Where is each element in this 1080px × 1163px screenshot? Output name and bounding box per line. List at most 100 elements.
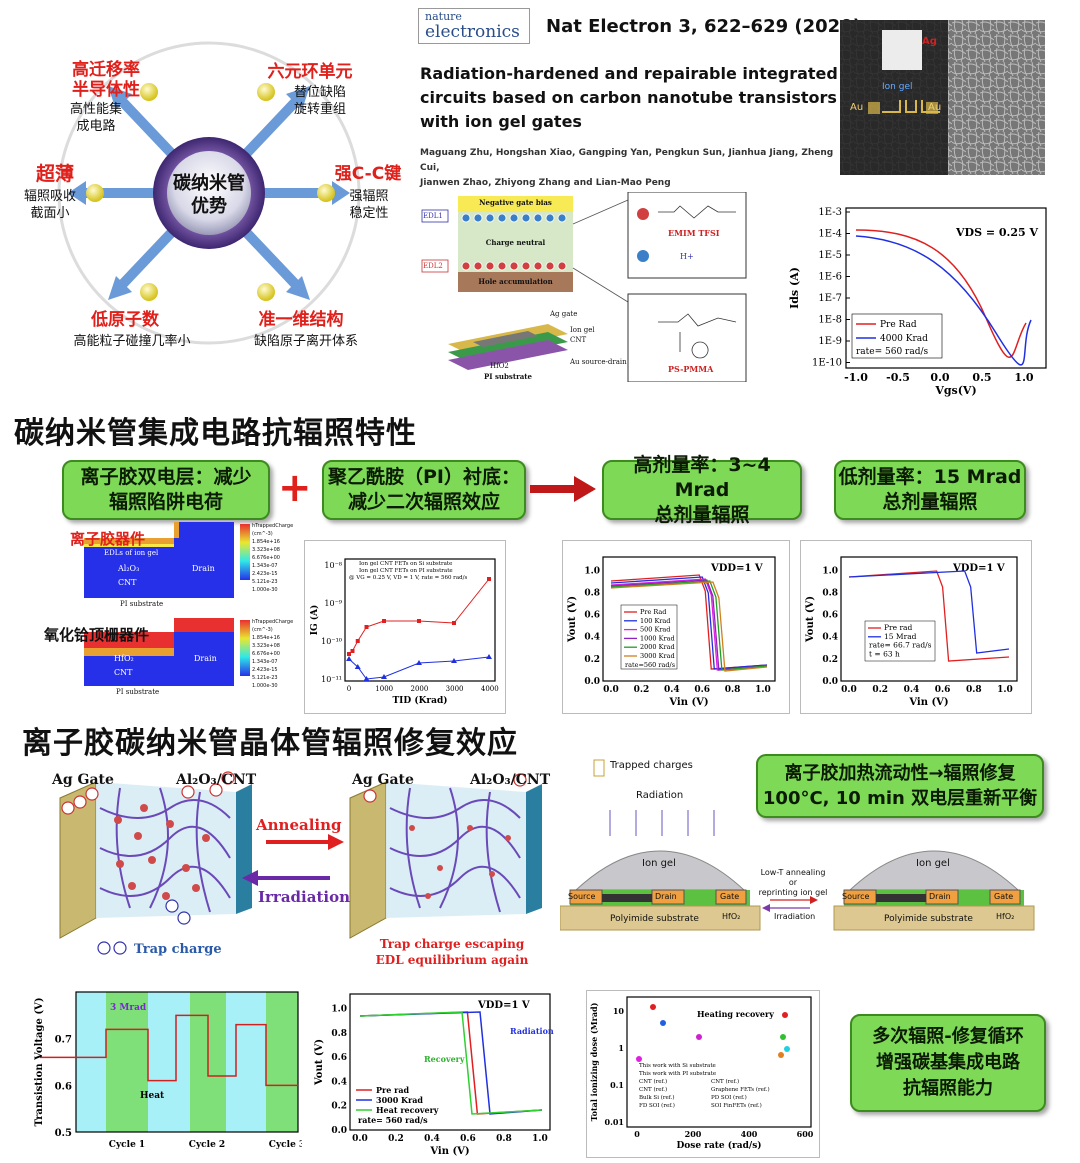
gate-current-chart: 10⁻⁸ 10⁻⁹ 10⁻¹⁰ 10⁻¹¹ 0 1000 2000 3000 4000 IG (A… (304, 540, 506, 714)
schem-iongel-left: Ion gel (642, 858, 676, 869)
transfer-curve-chart: 1E-3 1E-4 1E-5 1E-6 1E-7 1E-8 1E-9 1E-10 -1.0 -0.… (780, 198, 1072, 404)
schem-gate-right: Gate (994, 892, 1014, 901)
edl-top-box: Negative gate bias (479, 198, 552, 207)
ytick: 1.0 (331, 1005, 347, 1015)
feature-low-z-title: 低原子数 (91, 310, 159, 330)
series-4000krad (855, 235, 1032, 366)
mrad-label: 3 Mrad (110, 1003, 147, 1013)
legend-text: t = 63 h (869, 649, 900, 658)
sim-al2o3-label: Al₂O₃ (118, 564, 140, 573)
xtick: 1.0 (532, 1134, 548, 1144)
legend-text-1: Pre Rad (880, 320, 917, 330)
ytick: 0.01 (605, 1117, 624, 1127)
xtick: 1.0 (1014, 371, 1033, 384)
irradiation-label: Irradiation (258, 888, 350, 906)
plot-frame (349, 993, 551, 1131)
series-line (610, 576, 768, 670)
point-si (487, 577, 491, 581)
device-structure-diagram: Negative gate bias Charge neutral Hole a… (418, 191, 778, 383)
legend-text: Pre rad (884, 623, 913, 632)
xtick: 0.0 (841, 685, 857, 695)
h-plus-label: H+ (680, 252, 694, 261)
data-point (782, 1012, 788, 1018)
sim-drain2-label: Drain (194, 654, 217, 663)
sim-hfo2-label: HfO₂ (114, 654, 134, 663)
data-point (636, 1056, 642, 1062)
sim-cnt-label: CNT (118, 578, 137, 587)
paper-authors: Maguang Zhu, Hongshan Xiao, Gangping Yan… (420, 148, 834, 188)
xtick: 0.4 (904, 685, 920, 695)
ylabel: IG (A) (309, 605, 320, 636)
xtick: 0.8 (966, 685, 982, 695)
feature-thin-title: 超薄 (35, 163, 74, 185)
schem-lowt-label: Low-T annealing or reprinting ion gel (758, 868, 828, 897)
xtick: Cycle 3 (269, 1140, 302, 1150)
legend-text: This work with Si substrate (639, 1063, 716, 1069)
xtick: 0.4 (664, 685, 680, 695)
series-line (610, 581, 768, 672)
xlabel: Vin (V) (429, 1146, 469, 1157)
radiation-label: Radiation (636, 790, 684, 801)
vtc-low-dose-chart: 0.0 0.2 0.4 0.6 0.8 1.0 0.0 0.2 0.4 0.6 0.8 1.0 Vout… (800, 540, 1032, 714)
data-point (696, 1034, 702, 1040)
legend-text: 2000 Krad (640, 643, 675, 651)
radiation-label: Radiation (510, 1026, 554, 1036)
ytick: 0.2 (584, 655, 600, 665)
box-ion-gel-repair: 离子胶加热流动性→辐照修复 100°C, 10 min 双电层重新平衡 (756, 754, 1044, 818)
ylabel: Total ionizing dose (Mrad) (589, 1002, 599, 1121)
ytick: 1.0 (584, 566, 600, 576)
sim-edl-label: EDLs of ion gel (104, 549, 159, 557)
legend-text: PD SOI (ref.) (711, 1094, 747, 1101)
hole-accum-label: Hole accumulation (478, 277, 553, 286)
xtick: 0.2 (872, 685, 888, 695)
iongel-label: Ion gel (570, 326, 595, 334)
ytick: 0.0 (584, 677, 600, 687)
ytick: 0.1 (610, 1080, 624, 1090)
plus-sign: + (278, 465, 312, 511)
xtick: 0.6 (460, 1134, 476, 1144)
feature-low-z-desc: 高能粒子碰撞几率小 (73, 334, 191, 349)
xtick: Cycle 2 (189, 1140, 225, 1150)
xtick: 0 (347, 685, 351, 693)
sim-pi2-label: PI substrate (116, 688, 160, 696)
plot-frame (845, 207, 1047, 369)
feature-ring-desc: 替位缺陷 旋转重组 (293, 85, 346, 117)
xlabel: Vin (V) (668, 697, 708, 708)
ytick: 0.0 (331, 1126, 347, 1136)
xtick: 4000 (481, 685, 499, 693)
feature-1d-title: 准一维结构 (258, 310, 344, 330)
ytick: 1E-8 (818, 315, 842, 326)
point-si (417, 619, 421, 623)
paper-title: Radiation-hardened and repairable integr… (420, 64, 838, 131)
ag-gate-right: Ag Gate (352, 772, 414, 788)
legend-text: 3000 Krad (640, 652, 675, 660)
feature-ring-title: 六元环单元 (267, 62, 353, 82)
ytick: 1E-4 (818, 229, 842, 240)
feature-cc-bond-desc: 强辐照 稳定性 (349, 189, 389, 221)
schem-hfo2-left: HfO₂ (722, 912, 741, 921)
ytick: 1 (618, 1043, 624, 1053)
annotation: VDS = 0.25 V (955, 226, 1039, 239)
al2o3-left: Al₂O₃/CNT (176, 772, 257, 788)
ytick: 0.7 (55, 1035, 72, 1046)
device-repair-schematic: Trapped charges Radiation Ion gel Source… (559, 752, 1050, 958)
sem-image: Ag Ion gel Au Au (840, 20, 1045, 175)
xtick: 0.2 (388, 1134, 404, 1144)
dose-comparison-chart: 10 1 0.1 0.01 0 200 400 600 Total ionizing dose … (586, 990, 820, 1158)
legend-text: rate= 560 rad/s (358, 1115, 428, 1125)
box-high-dose: 高剂量率：3~4 Mrad 总剂量辐照 (602, 454, 802, 526)
sem-au-right: Au (928, 102, 942, 113)
series-line (359, 1011, 543, 1115)
al2o3-right: Al₂O₃/CNT (470, 772, 551, 788)
ytick: 0.8 (331, 1029, 347, 1039)
xtick: 0.6 (694, 685, 710, 695)
box-pi-substrate: 聚乙酰胺（PI）衬底： 减少二次辐照效应 (322, 460, 526, 520)
legend-text: 500 Krad (640, 626, 670, 634)
xtick: 1.0 (755, 685, 771, 695)
ytick: 10⁻⁹ (324, 599, 342, 608)
simulation-hfo2: 氧化铪顶栅器件 HfO₂ CNT Drain PI substrate hTra… (44, 614, 304, 698)
ylabel: Ids (A) (788, 267, 801, 309)
data-point (784, 1046, 790, 1052)
ylabel: Vout (V) (567, 596, 578, 643)
hfo2-device-label: 氧化铪顶栅器件 (44, 626, 150, 644)
